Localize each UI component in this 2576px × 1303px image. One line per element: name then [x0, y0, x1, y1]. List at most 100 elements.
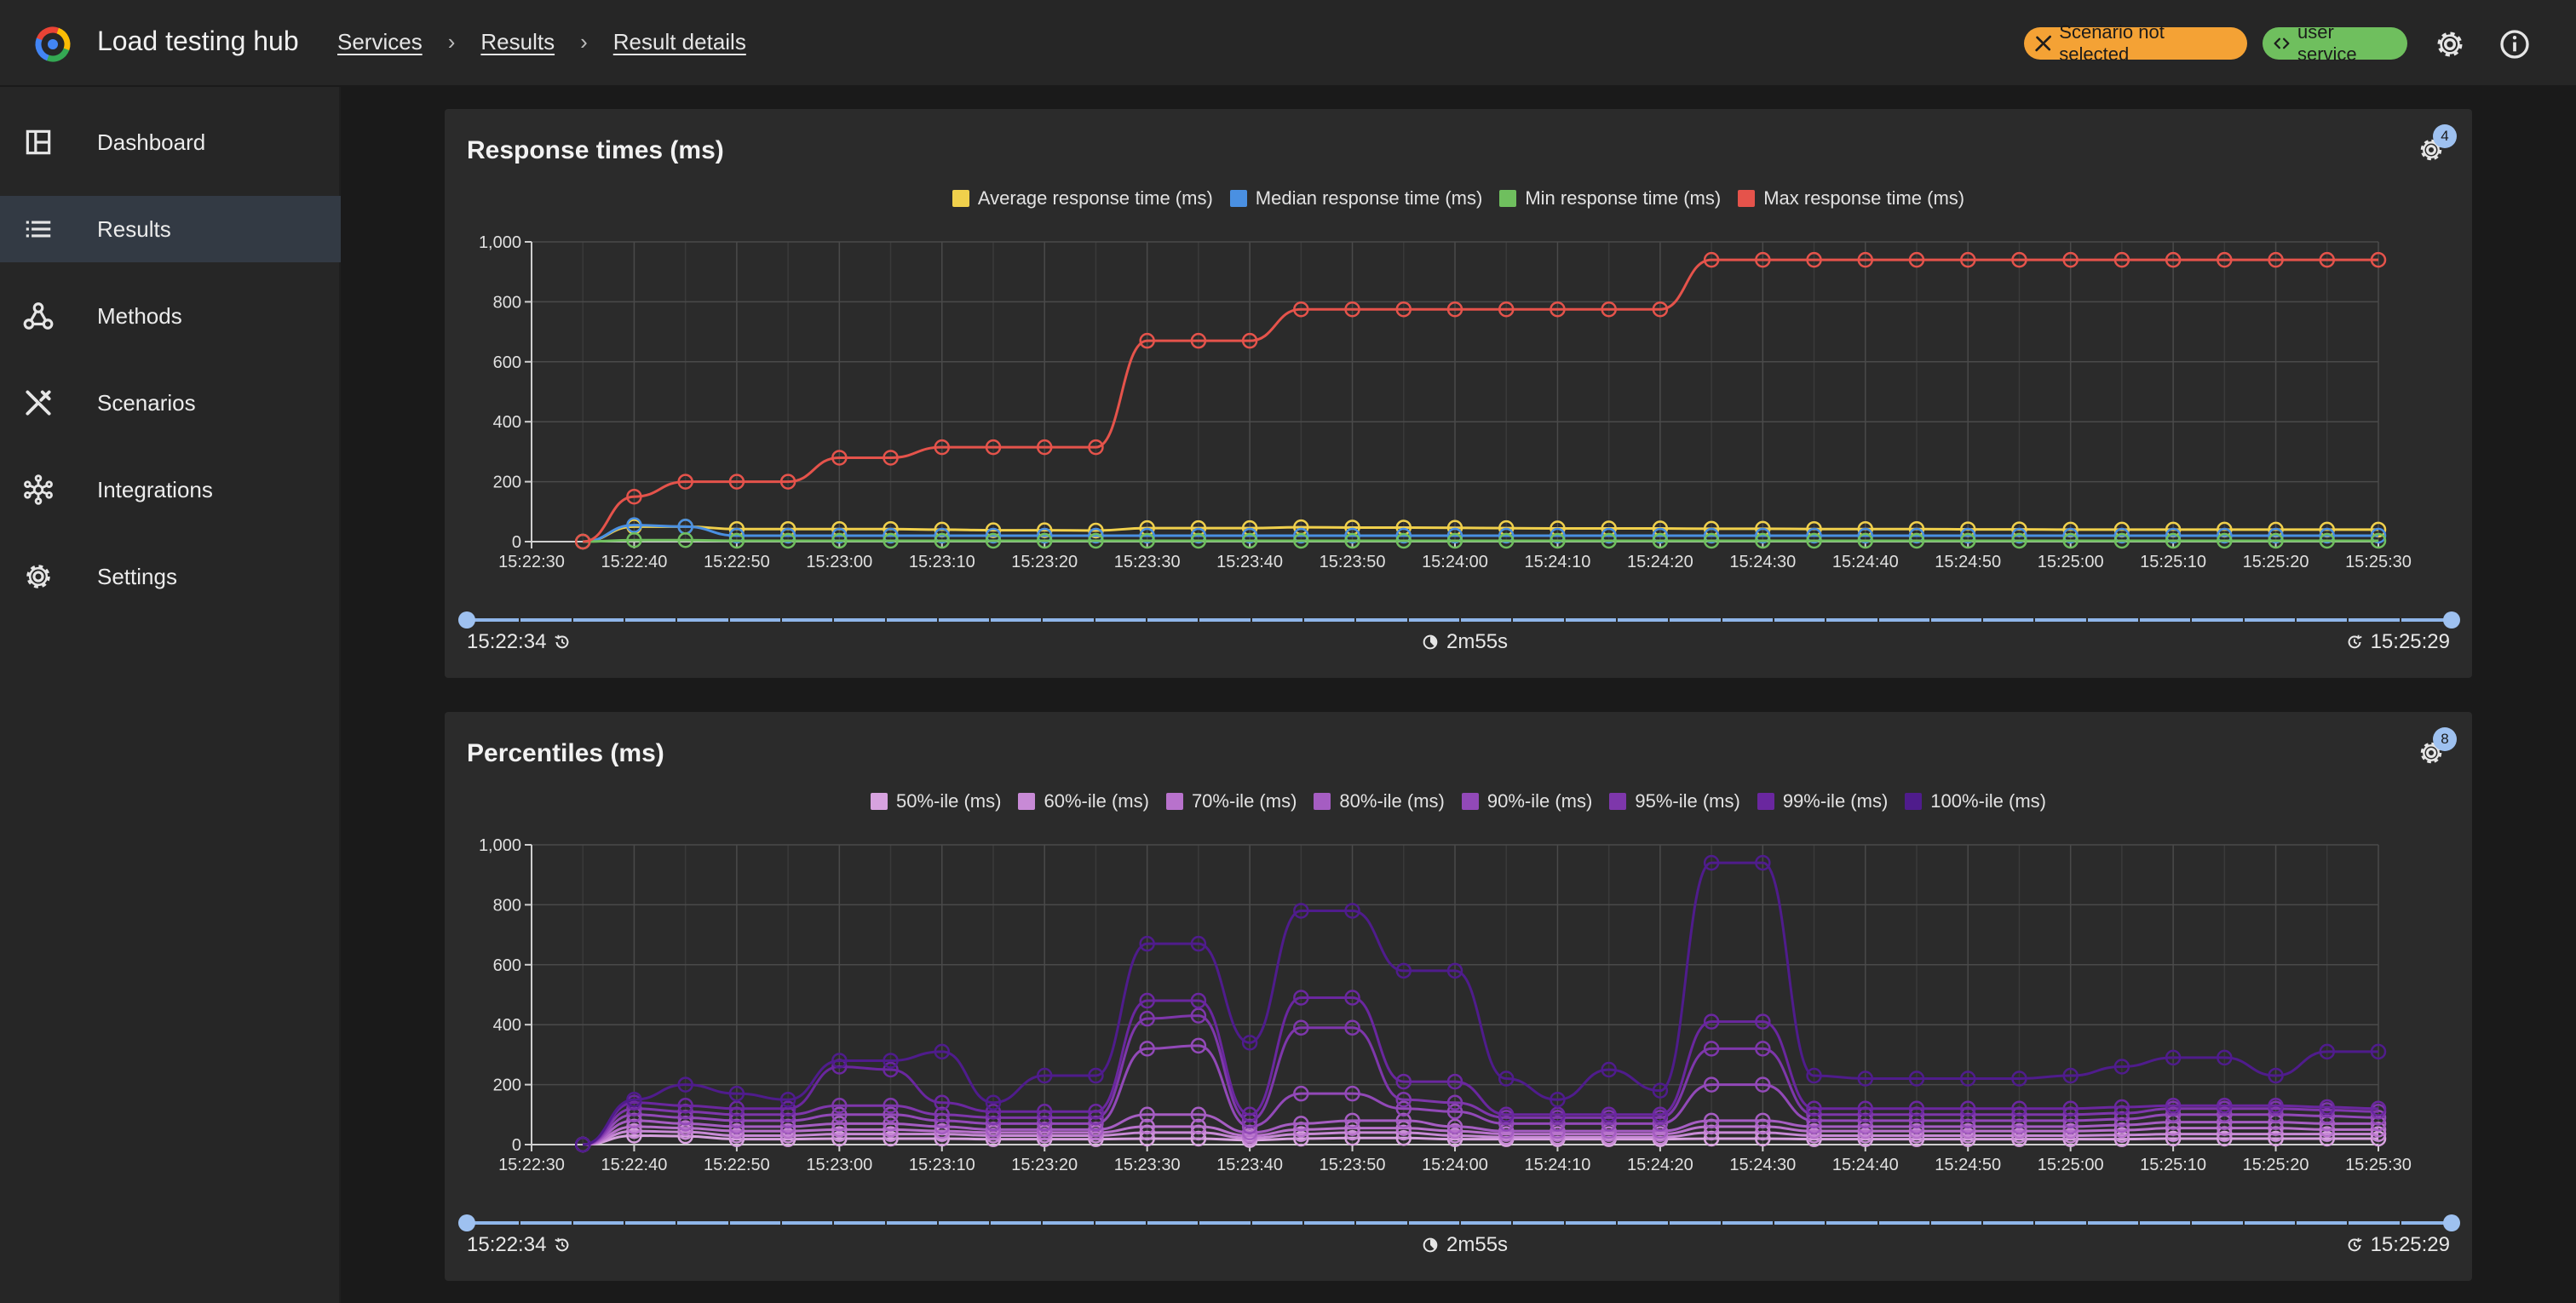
data-point[interactable] — [2113, 1127, 2130, 1143]
data-point[interactable] — [985, 1104, 1002, 1120]
data-point[interactable] — [1652, 527, 1669, 544]
data-point[interactable] — [1139, 1010, 1155, 1027]
data-point[interactable] — [1959, 532, 1976, 549]
data-point[interactable] — [985, 532, 1002, 549]
data-point[interactable] — [626, 1128, 642, 1144]
data-point[interactable] — [1959, 527, 1976, 544]
data-point[interactable] — [1139, 527, 1155, 544]
data-point[interactable] — [1344, 1130, 1360, 1146]
data-point[interactable] — [626, 1122, 642, 1139]
data-point[interactable] — [2062, 1100, 2079, 1117]
data-point[interactable] — [1395, 301, 1412, 318]
data-point[interactable] — [1550, 1091, 1566, 1108]
data-point[interactable] — [1088, 532, 1104, 549]
data-point[interactable] — [2370, 1100, 2387, 1117]
data-point[interactable] — [2370, 1043, 2387, 1060]
data-point[interactable] — [1395, 1112, 1412, 1129]
data-point[interactable] — [2268, 527, 2284, 544]
data-point[interactable] — [1908, 532, 1925, 549]
data-point[interactable] — [934, 1122, 951, 1139]
data-point[interactable] — [1959, 1128, 1976, 1144]
data-point[interactable] — [2217, 532, 2233, 549]
chart-settings-icon[interactable] — [2416, 135, 2447, 165]
data-point[interactable] — [831, 1106, 848, 1123]
data-point[interactable] — [1703, 527, 1720, 544]
legend-item[interactable]: 70%-ile (ms) — [1165, 790, 1297, 812]
data-point[interactable] — [883, 1053, 899, 1069]
data-point[interactable] — [1241, 527, 1258, 544]
data-point[interactable] — [1344, 301, 1360, 318]
data-point[interactable] — [677, 474, 693, 490]
data-point[interactable] — [1036, 527, 1053, 544]
data-point[interactable] — [2319, 1130, 2336, 1147]
data-point[interactable] — [2165, 251, 2182, 268]
data-point[interactable] — [728, 1128, 745, 1144]
data-point[interactable] — [1703, 1076, 1720, 1093]
data-point[interactable] — [1959, 1122, 1976, 1139]
data-point[interactable] — [1344, 990, 1360, 1006]
data-point[interactable] — [2011, 527, 2027, 544]
data-point[interactable] — [677, 1076, 693, 1093]
chart-settings-icon[interactable] — [2416, 738, 2447, 768]
data-point[interactable] — [1293, 1019, 1309, 1036]
data-point[interactable] — [2062, 1122, 2079, 1139]
data-point[interactable] — [1857, 1128, 1874, 1144]
data-point[interactable] — [1550, 301, 1566, 318]
data-point[interactable] — [1908, 1128, 1925, 1144]
data-point[interactable] — [1088, 1067, 1104, 1084]
data-point[interactable] — [1344, 903, 1360, 919]
data-point[interactable] — [1241, 532, 1258, 549]
data-point[interactable] — [1498, 527, 1515, 544]
data-point[interactable] — [1446, 1094, 1463, 1111]
sidebar-item-results[interactable]: Results — [0, 196, 341, 262]
data-point[interactable] — [883, 1097, 899, 1114]
data-point[interactable] — [626, 1091, 642, 1108]
data-point[interactable] — [2268, 1097, 2284, 1114]
data-point[interactable] — [1036, 1104, 1053, 1120]
data-point[interactable] — [2165, 1049, 2182, 1066]
data-point[interactable] — [779, 1122, 796, 1139]
data-point[interactable] — [1036, 532, 1053, 549]
data-point[interactable] — [1446, 301, 1463, 318]
data-point[interactable] — [1703, 1112, 1720, 1129]
data-point[interactable] — [2319, 1043, 2336, 1060]
sidebar-item-scenarios[interactable]: Scenarios — [0, 370, 341, 436]
data-point[interactable] — [1498, 1071, 1515, 1087]
data-point[interactable] — [2165, 527, 2182, 544]
data-point[interactable] — [1293, 301, 1309, 318]
data-point[interactable] — [1806, 1100, 1822, 1117]
slider-start-handle[interactable] — [458, 611, 475, 629]
data-point[interactable] — [2217, 1049, 2233, 1066]
slider-end-handle[interactable] — [2443, 611, 2460, 629]
data-point[interactable] — [1446, 1104, 1463, 1120]
data-point[interactable] — [1806, 1122, 1822, 1139]
data-point[interactable] — [1703, 854, 1720, 871]
data-point[interactable] — [1395, 527, 1412, 544]
data-point[interactable] — [779, 474, 796, 490]
data-point[interactable] — [1755, 532, 1771, 549]
data-point[interactable] — [985, 1094, 1002, 1111]
data-point[interactable] — [1755, 1013, 1771, 1030]
data-point[interactable] — [2319, 532, 2336, 549]
data-point[interactable] — [831, 527, 848, 544]
data-point[interactable] — [831, 1116, 848, 1132]
data-point[interactable] — [779, 1100, 796, 1117]
breadcrumb-services-link[interactable]: Services — [337, 29, 423, 55]
data-point[interactable] — [2370, 1126, 2387, 1142]
data-point[interactable] — [883, 1126, 899, 1142]
data-point[interactable] — [1806, 1128, 1822, 1144]
data-point[interactable] — [2165, 1130, 2182, 1147]
data-point[interactable] — [1139, 1041, 1155, 1057]
data-point[interactable] — [626, 517, 642, 533]
data-point[interactable] — [985, 522, 1002, 538]
data-point[interactable] — [1601, 1106, 1617, 1123]
data-point[interactable] — [1755, 1076, 1771, 1093]
legend-item[interactable]: Max response time (ms) — [1738, 187, 1964, 210]
sidebar-item-methods[interactable]: Methods — [0, 283, 341, 349]
data-point[interactable] — [2370, 1130, 2387, 1147]
data-point[interactable] — [2268, 532, 2284, 549]
data-point[interactable] — [1190, 527, 1207, 544]
data-point[interactable] — [1755, 251, 1771, 268]
data-point[interactable] — [883, 1116, 899, 1132]
data-point[interactable] — [1293, 1130, 1309, 1147]
